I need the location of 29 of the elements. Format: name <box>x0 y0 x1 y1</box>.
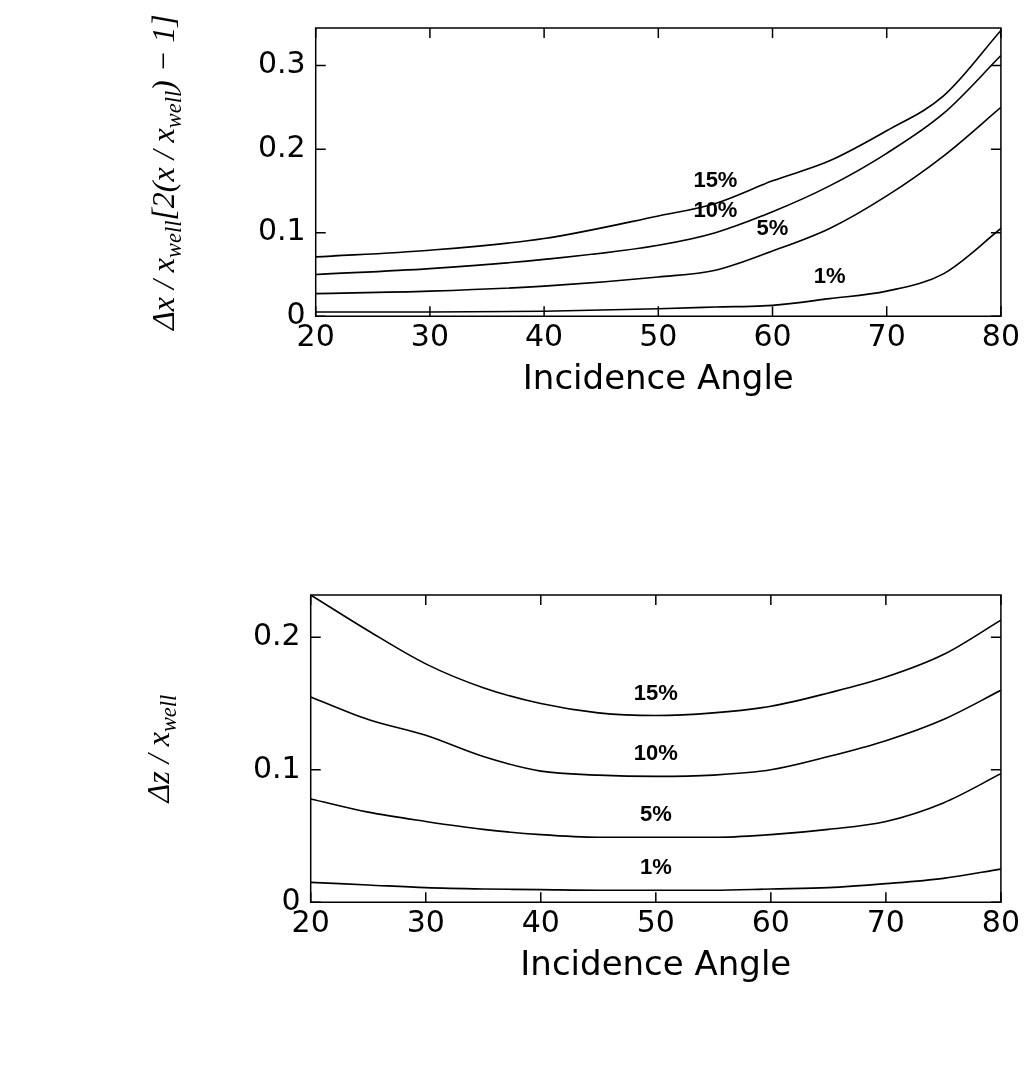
annotation: 5% <box>639 801 672 827</box>
x-tick-label: 30 <box>410 318 449 353</box>
y-tick-label: 0.2 <box>257 128 306 164</box>
annotation: 10% <box>633 740 678 766</box>
y-tick-label: 0.1 <box>252 749 301 785</box>
x-tick-label: 30 <box>406 904 445 939</box>
x-tick-label: 40 <box>521 904 560 939</box>
y-tick-label: 0.2 <box>252 617 301 653</box>
annotation: 15% <box>633 679 678 705</box>
x-tick-label: 40 <box>525 318 564 353</box>
y-axis-title: Δx / xwell[2(x / xwell) − 1] <box>145 14 187 333</box>
x-tick-label: 60 <box>751 904 790 939</box>
annotation: 10% <box>693 196 738 222</box>
x-tick-label: 80 <box>981 904 1021 939</box>
x-tick-label: 50 <box>636 904 675 939</box>
x-tick-label: 70 <box>866 904 905 939</box>
x-axis-title: Incidence Angle <box>522 357 794 398</box>
y-tick-label: 0.1 <box>257 212 306 248</box>
annotation: 1% <box>813 262 846 288</box>
annotation: 15% <box>693 167 738 193</box>
y-tick-label: 0.3 <box>257 45 306 81</box>
x-tick-label: 50 <box>639 318 678 353</box>
x-tick-label: 70 <box>867 318 906 353</box>
x-tick-label: 80 <box>981 318 1021 353</box>
annotation: 5% <box>756 215 789 241</box>
x-axis-title: Incidence Angle <box>520 943 792 984</box>
y-axis-title: Δz / xwell <box>140 694 182 805</box>
annotation: 1% <box>639 854 672 880</box>
x-tick-label: 60 <box>753 318 792 353</box>
